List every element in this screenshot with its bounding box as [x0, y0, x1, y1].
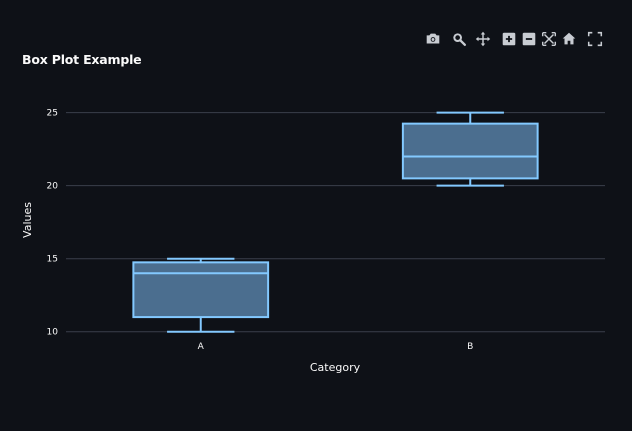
fullscreen-button[interactable] [586, 30, 604, 48]
iqr-box-b [401, 122, 539, 180]
home-icon [562, 32, 576, 45]
boxes [132, 111, 539, 333]
chart-title: Box Plot Example [22, 52, 142, 67]
zoom-icon [453, 33, 467, 47]
y-axis-title: Values [21, 202, 34, 238]
zoom-in-button[interactable] [500, 30, 518, 48]
zoom-out-icon [522, 32, 536, 46]
y-tick-label-10: 10 [47, 328, 59, 338]
fullscreen-icon [587, 31, 603, 47]
x-tick-label-b: B [467, 342, 473, 352]
box-b [401, 111, 539, 187]
iqr-box-a [132, 261, 270, 319]
box-a [132, 257, 270, 333]
gridlines [66, 112, 605, 333]
zoom-out-button[interactable] [520, 30, 538, 48]
y-tick-label-25: 25 [47, 109, 58, 119]
pan-button[interactable] [474, 30, 492, 48]
camera-button[interactable] [424, 30, 442, 48]
y-axis-ticks: 10 15 20 25 [47, 109, 59, 338]
camera-icon [426, 33, 440, 44]
y-tick-label-15: 15 [47, 255, 58, 265]
zoom-in-icon [502, 32, 516, 46]
x-axis-title: Category [310, 361, 361, 374]
autoscale-icon [541, 31, 557, 47]
pan-icon [475, 31, 491, 47]
zoom-button[interactable] [450, 30, 468, 48]
y-tick-label-20: 20 [47, 182, 59, 192]
autoscale-button[interactable] [540, 30, 558, 48]
x-tick-label-a: A [198, 342, 205, 352]
home-button[interactable] [560, 30, 578, 48]
